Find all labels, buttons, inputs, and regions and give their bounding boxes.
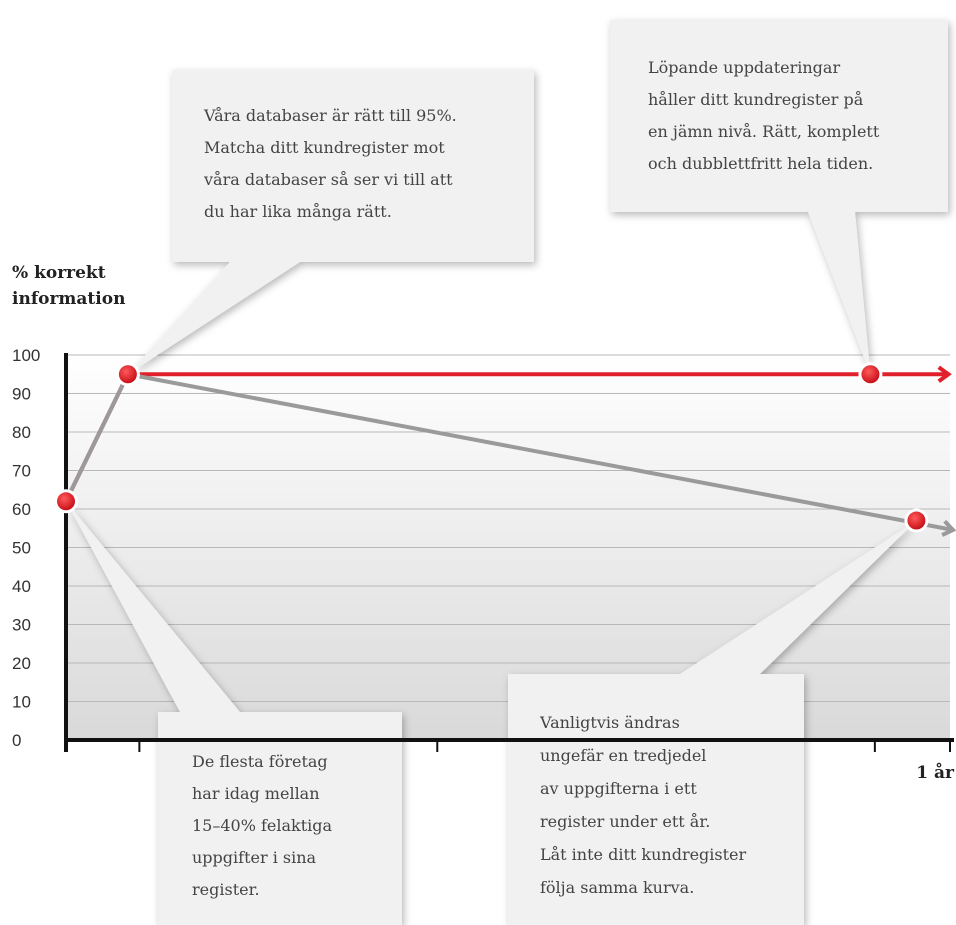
bubble-text-line: register. — [192, 880, 260, 899]
bubble-text-line: register under ett år. — [540, 812, 710, 831]
bubble-text-line: av uppgifterna i ett — [540, 779, 697, 798]
bubble-box — [508, 674, 804, 925]
series-arrow-shaft — [923, 522, 954, 532]
bubble-pointer — [66, 501, 240, 712]
data-point — [118, 365, 137, 384]
bubble-text-line: följa samma kurva. — [540, 878, 694, 897]
y-tick-label: 80 — [12, 423, 31, 442]
bubble-text-line: Vanligtvis ändras — [539, 713, 680, 732]
data-point — [57, 492, 75, 511]
axes — [64, 353, 954, 752]
axis-labels: 0 10 20 30 40 50 60 70 80 90 100 % korrekt informati… — [12, 263, 955, 783]
bubble-box — [610, 20, 948, 212]
x-axis-label: 1 år — [916, 762, 955, 783]
bubble-text-line: De flesta företag — [192, 752, 328, 771]
y-axis-title: % korrekt — [12, 263, 106, 283]
bubble-pointer — [127, 262, 300, 375]
bubble-text-line: håller ditt kundregister på — [648, 90, 864, 109]
data-point — [861, 365, 880, 384]
data-point — [907, 511, 926, 530]
y-tick-label: 90 — [12, 385, 31, 404]
bubble-text-line: ungefär en tredjedel — [540, 746, 706, 765]
annotation-bubble — [610, 20, 948, 375]
bubble-box — [172, 70, 534, 262]
series-arrowhead — [937, 365, 952, 383]
series-arrowhead — [941, 519, 956, 537]
grid-lines — [66, 354, 950, 702]
bubble-pointer — [680, 520, 917, 674]
y-axis-title: information — [12, 289, 125, 309]
series-lines — [54, 362, 956, 537]
annotation-bubbles: Våra databaser är rätt till 95%. Matcha d… — [66, 20, 948, 925]
bubble-text-line: våra databaser så ser vi till att — [203, 170, 453, 189]
bubble-text-line: uppgifter i sina — [192, 848, 317, 867]
y-tick-label: 100 — [12, 346, 40, 365]
y-tick-label: 50 — [12, 539, 31, 558]
y-tick-label: 70 — [12, 462, 31, 481]
bubble-text-line: du har lika många rätt. — [204, 202, 392, 221]
bubble-text-line: Våra databaser är rätt till 95%. — [203, 106, 457, 125]
bubble-text-line: har idag mellan — [192, 784, 320, 803]
y-tick-label: 20 — [12, 654, 31, 673]
y-tick-label: 60 — [12, 500, 31, 519]
bubble-text-line: Löpande uppdateringar — [648, 58, 840, 77]
annotation-bubble — [66, 501, 402, 925]
y-tick-label: 0 — [12, 731, 21, 750]
bubble-text-line: och dubblettfritt hela tiden. — [648, 154, 873, 173]
y-tick-label: 40 — [12, 577, 31, 596]
annotation-bubble — [508, 520, 917, 925]
bubble-text-line: Låt inte ditt kundregister — [540, 845, 747, 864]
bubble-box — [158, 712, 402, 925]
y-tick-label: 10 — [12, 693, 31, 712]
bubble-text-line: 15–40% felaktiga — [192, 816, 333, 835]
bubble-pointer — [808, 212, 871, 375]
bubble-text-line: en jämn nivå. Rätt, komplett — [648, 122, 880, 141]
y-tick-label: 30 — [12, 616, 31, 635]
annotation-bubble — [127, 70, 534, 375]
bubble-text-line: Matcha ditt kundregister mot — [204, 138, 445, 157]
